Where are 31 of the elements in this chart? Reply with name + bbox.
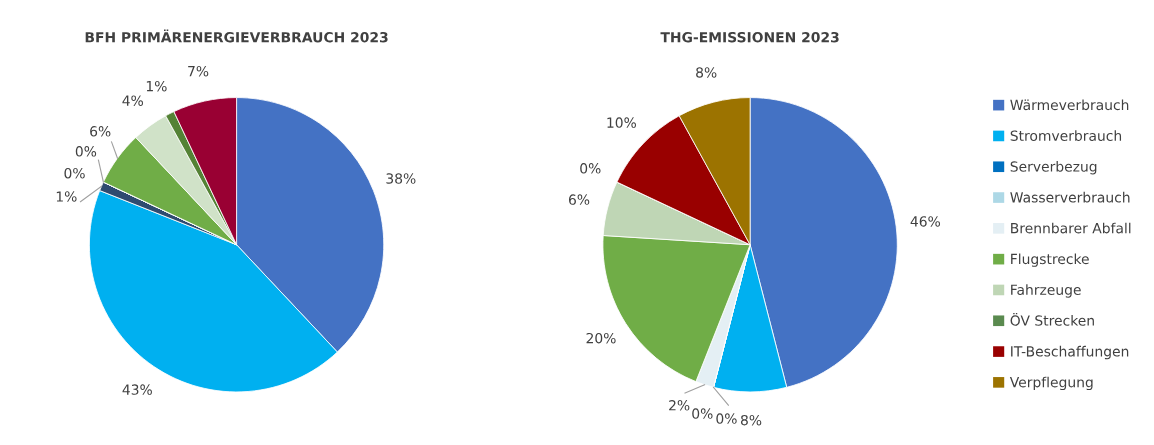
data-label: 8%	[696, 67, 717, 78]
data-label: 20%	[586, 332, 616, 344]
legend-label: Verpflegung	[1009, 376, 1093, 391]
legend-label: Flugstrecke	[1011, 253, 1089, 267]
text: 0%	[716, 413, 737, 424]
text: 0%	[75, 146, 97, 157]
data-label: 4%	[122, 95, 143, 106]
text: 0%	[580, 163, 601, 174]
data-label: 6%	[90, 126, 111, 137]
data-label: 38%	[386, 173, 416, 184]
legend-label: Serverbezug	[1010, 161, 1097, 175]
data-label: 46%	[910, 216, 941, 227]
data-label: 6%	[568, 194, 590, 205]
data-label: 8%	[740, 414, 762, 426]
data-label: 7%	[188, 65, 209, 77]
legend-label: ÖV Strecken	[1010, 312, 1094, 326]
chart-title: THG-EMISSIONEN 2023	[660, 31, 839, 43]
legend-label: Fahrzeuge	[1011, 284, 1081, 298]
text: 0%	[692, 408, 713, 419]
data-label: 43%	[122, 384, 152, 395]
legend-label: Brennbarer Abfall	[1011, 222, 1131, 234]
legend-label: Wasserverbrauch	[1010, 191, 1130, 203]
text: 0%	[64, 167, 85, 179]
data-label: 2%	[669, 400, 690, 411]
legend-label: Stromverbrauch	[1010, 130, 1122, 141]
data-label: 10%	[607, 117, 637, 128]
chart-title: BFH PRIMÄRENERGIEVERBRAUCH 2023	[85, 29, 388, 43]
legend-label: IT-Beschaffungen	[1011, 345, 1129, 360]
data-label: 1%	[56, 191, 77, 202]
data-label: 1%	[146, 80, 167, 92]
legend-label: Wärmeverbrauch	[1010, 99, 1129, 111]
